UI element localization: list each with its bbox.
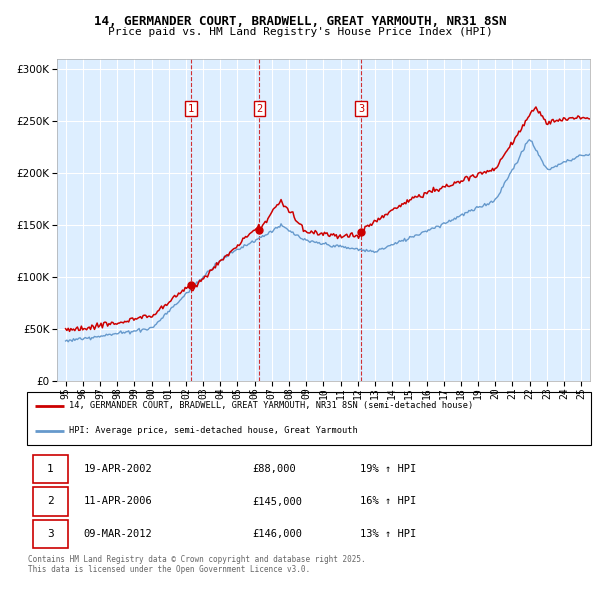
Text: This data is licensed under the Open Government Licence v3.0.: This data is licensed under the Open Gov… (28, 565, 310, 573)
Text: Contains HM Land Registry data © Crown copyright and database right 2025.: Contains HM Land Registry data © Crown c… (28, 555, 366, 563)
Text: £146,000: £146,000 (253, 529, 302, 539)
Text: 11-APR-2006: 11-APR-2006 (83, 497, 152, 506)
Bar (32, 487, 68, 516)
Text: 19-APR-2002: 19-APR-2002 (83, 464, 152, 474)
Text: 13% ↑ HPI: 13% ↑ HPI (360, 529, 416, 539)
Text: 2: 2 (256, 104, 263, 114)
Text: £145,000: £145,000 (253, 497, 302, 506)
Text: HPI: Average price, semi-detached house, Great Yarmouth: HPI: Average price, semi-detached house,… (70, 426, 358, 435)
Text: 14, GERMANDER COURT, BRADWELL, GREAT YARMOUTH, NR31 8SN: 14, GERMANDER COURT, BRADWELL, GREAT YAR… (94, 15, 506, 28)
Text: 3: 3 (47, 529, 53, 539)
Text: 19% ↑ HPI: 19% ↑ HPI (360, 464, 416, 474)
Text: 3: 3 (358, 104, 364, 114)
Bar (32, 455, 68, 483)
Text: 2: 2 (47, 497, 53, 506)
Text: £88,000: £88,000 (253, 464, 296, 474)
Text: 09-MAR-2012: 09-MAR-2012 (83, 529, 152, 539)
Text: 14, GERMANDER COURT, BRADWELL, GREAT YARMOUTH, NR31 8SN (semi-detached house): 14, GERMANDER COURT, BRADWELL, GREAT YAR… (70, 401, 473, 410)
Text: Price paid vs. HM Land Registry's House Price Index (HPI): Price paid vs. HM Land Registry's House … (107, 27, 493, 37)
Text: 1: 1 (47, 464, 53, 474)
Text: 16% ↑ HPI: 16% ↑ HPI (360, 497, 416, 506)
Text: 1: 1 (188, 104, 194, 114)
Bar (32, 520, 68, 548)
